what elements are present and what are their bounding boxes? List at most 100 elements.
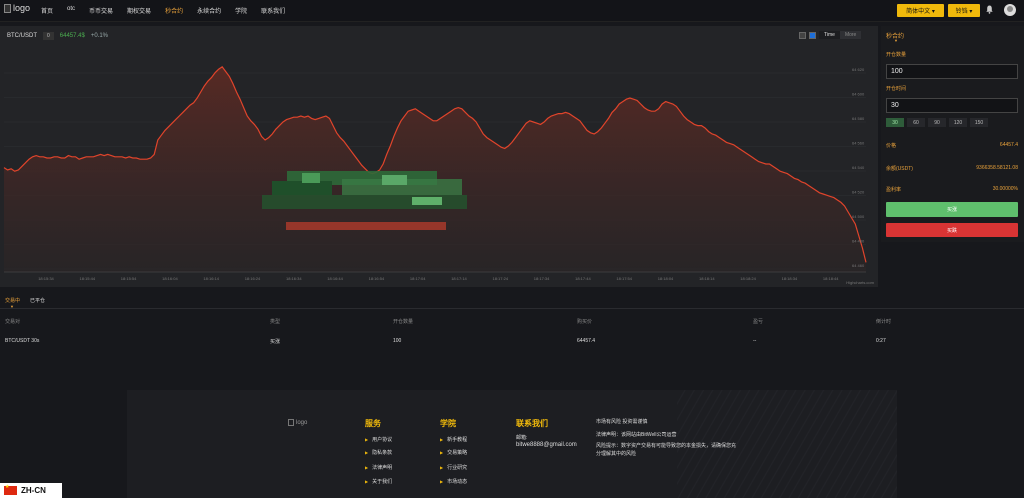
language-code: ZH-CN <box>21 486 46 495</box>
link-about[interactable]: ▶ 关于我们 <box>365 478 392 485</box>
pair-label[interactable]: BTC/USDT <box>7 33 37 39</box>
x-tick-label: 18:16:04 <box>162 276 178 281</box>
x-tick-label: 18:15:34 <box>38 276 54 281</box>
time-input[interactable]: 30 <box>886 98 1018 113</box>
services-title: 服务 <box>365 419 381 428</box>
y-tick-label: 64 520 <box>852 190 865 195</box>
divider <box>0 308 1024 309</box>
tab-second-contract[interactable]: 秒合约 <box>886 34 905 40</box>
buy-up-button[interactable]: 买涨 <box>886 202 1018 217</box>
arrow-right-icon: ▶ <box>365 450 369 455</box>
nav-home[interactable]: 首页 <box>41 9 54 15</box>
buy-down-button[interactable]: 买跌 <box>886 223 1018 237</box>
footer-pattern <box>677 390 897 498</box>
cell-type: 买涨 <box>270 339 281 345</box>
duration-60[interactable]: 60 <box>907 118 925 127</box>
link-legal[interactable]: ▶ 法律声明 <box>365 464 392 471</box>
balance-key: 余额(USDT) <box>886 166 913 172</box>
mode-time[interactable]: Time <box>819 31 840 39</box>
link-market-news[interactable]: ▶ 市场动态 <box>440 478 467 485</box>
link-label: 隐私条款 <box>372 450 393 456</box>
nav-options[interactable]: 期权交易 <box>127 9 152 15</box>
x-tick-label: 18:16:24 <box>245 276 261 281</box>
chart-header: BTC/USDT 0 64457.4$ +0.1% <box>7 32 108 40</box>
price-series-line[interactable] <box>3 65 867 263</box>
trade-side-panel: 秒合约 ▼ 开仓数量 100 开仓时间 30 30 60 90 120 150 … <box>881 26 1024 242</box>
duration-30[interactable]: 30 <box>886 118 904 127</box>
link-privacy[interactable]: ▶ 隐私条款 <box>365 449 392 456</box>
academy-title: 学院 <box>440 419 456 428</box>
price-area-fill <box>4 66 866 272</box>
obscured-overlay <box>262 171 472 213</box>
link-beginner[interactable]: ▶ 新手教程 <box>440 436 467 443</box>
logo-alt-text: logo <box>13 3 31 13</box>
cell-buy-price: 64457.4 <box>577 338 596 344</box>
email-link[interactable]: bitwe8888@gmail.com <box>516 442 577 448</box>
settings-icon[interactable] <box>809 31 816 39</box>
link-label: 法律声明 <box>372 465 393 471</box>
x-tick-label: 18:18:34 <box>782 276 798 281</box>
x-tick-label: 18:16:34 <box>286 276 302 281</box>
language-button[interactable]: 简体中文 ▾ <box>897 4 944 17</box>
arrow-right-icon: ▶ <box>365 437 369 442</box>
language-switcher[interactable]: ZH-CN <box>0 483 62 498</box>
mode-more[interactable]: More <box>844 32 857 38</box>
broken-image-icon <box>288 419 294 426</box>
x-tick-label: 18:17:44 <box>575 276 591 281</box>
col-pnl: 盈亏 <box>753 319 764 325</box>
price-row: 价格 64457.4 <box>886 142 1018 149</box>
y-tick-label: 64 600 <box>852 92 865 97</box>
y-tick-label: 64 500 <box>852 214 865 219</box>
user-menu-button[interactable]: 铃铛 ▾ <box>948 4 980 17</box>
chart-credit[interactable]: Highcharts.com <box>846 280 874 285</box>
x-tick-label: 18:16:14 <box>203 276 219 281</box>
email-label: 邮箱: <box>516 435 528 441</box>
nav-perpetual[interactable]: 永续合约 <box>197 9 222 15</box>
duration-120[interactable]: 120 <box>949 118 967 127</box>
x-tick-label: 18:17:14 <box>451 276 467 281</box>
link-strategy[interactable]: ▶ 交易策略 <box>440 449 467 456</box>
x-tick-label: 18:18:04 <box>658 276 674 281</box>
arrow-right-icon: ▶ <box>365 465 369 470</box>
col-buy-price: 购买价 <box>577 319 593 325</box>
arrow-right-icon: ▶ <box>440 465 444 470</box>
nav-contact[interactable]: 联系我们 <box>261 9 286 15</box>
nav-otc[interactable]: otc <box>67 6 76 12</box>
link-label: 交易策略 <box>447 450 468 456</box>
fullscreen-icon[interactable] <box>799 31 806 39</box>
china-flag-icon <box>4 484 17 495</box>
y-tick-label: 64 580 <box>852 116 865 121</box>
arrow-right-icon: ▶ <box>440 450 444 455</box>
link-user-agreement[interactable]: ▶ 用户协议 <box>365 436 392 443</box>
amount-input[interactable]: 100 <box>886 64 1018 79</box>
x-tick-label: 18:18:14 <box>699 276 715 281</box>
cell-pnl: -- <box>753 338 757 344</box>
nav-second-contract[interactable]: 秒合约 <box>165 9 184 15</box>
x-tick-label: 18:17:54 <box>616 276 632 281</box>
main-nav: 首页 otc 币币交易 期权交易 秒合约 永续合约 学院 联系我们 <box>41 6 285 15</box>
avatar[interactable] <box>1004 4 1016 16</box>
col-countdown: 倒计时 <box>876 319 892 325</box>
bell-icon[interactable] <box>986 5 993 14</box>
risk-slogan: 市场有风险 投资需谨慎 <box>596 419 648 425</box>
tab-closed-orders[interactable]: 已平仓 <box>30 298 46 304</box>
order-tabs: 交易中 已平仓 <box>5 297 45 304</box>
profit-row: 盈利率 30.00000% <box>886 186 1018 193</box>
footer-logo[interactable]: logo <box>288 419 307 426</box>
duration-150[interactable]: 150 <box>970 118 988 127</box>
y-tick-label: 64 620 <box>852 67 865 72</box>
duration-90[interactable]: 90 <box>928 118 946 127</box>
site-logo[interactable]: logo <box>4 3 30 13</box>
nav-spot[interactable]: 币币交易 <box>89 9 114 15</box>
footer: logo 服务 ▶ 用户协议 ▶ 隐私条款 ▶ 法律声明 ▶ 关于我们 学院 ▶ 新手教程… <box>127 390 897 498</box>
tab-open-orders[interactable]: 交易中 <box>5 298 21 304</box>
link-label: 关于我们 <box>372 479 393 485</box>
contact-title: 联系我们 <box>516 419 548 428</box>
x-tick-label: 18:17:04 <box>410 276 426 281</box>
price-chart[interactable]: 64 620 64 600 64 580 64 560 64 540 64 520 64 5… <box>0 26 878 287</box>
y-tick-label: 64 540 <box>852 165 865 170</box>
nav-academy[interactable]: 学院 <box>235 9 248 15</box>
link-research[interactable]: ▶ 行业研究 <box>440 464 467 471</box>
footer-logo-alt: logo <box>296 419 308 426</box>
price-change: +0.1% <box>90 33 108 39</box>
